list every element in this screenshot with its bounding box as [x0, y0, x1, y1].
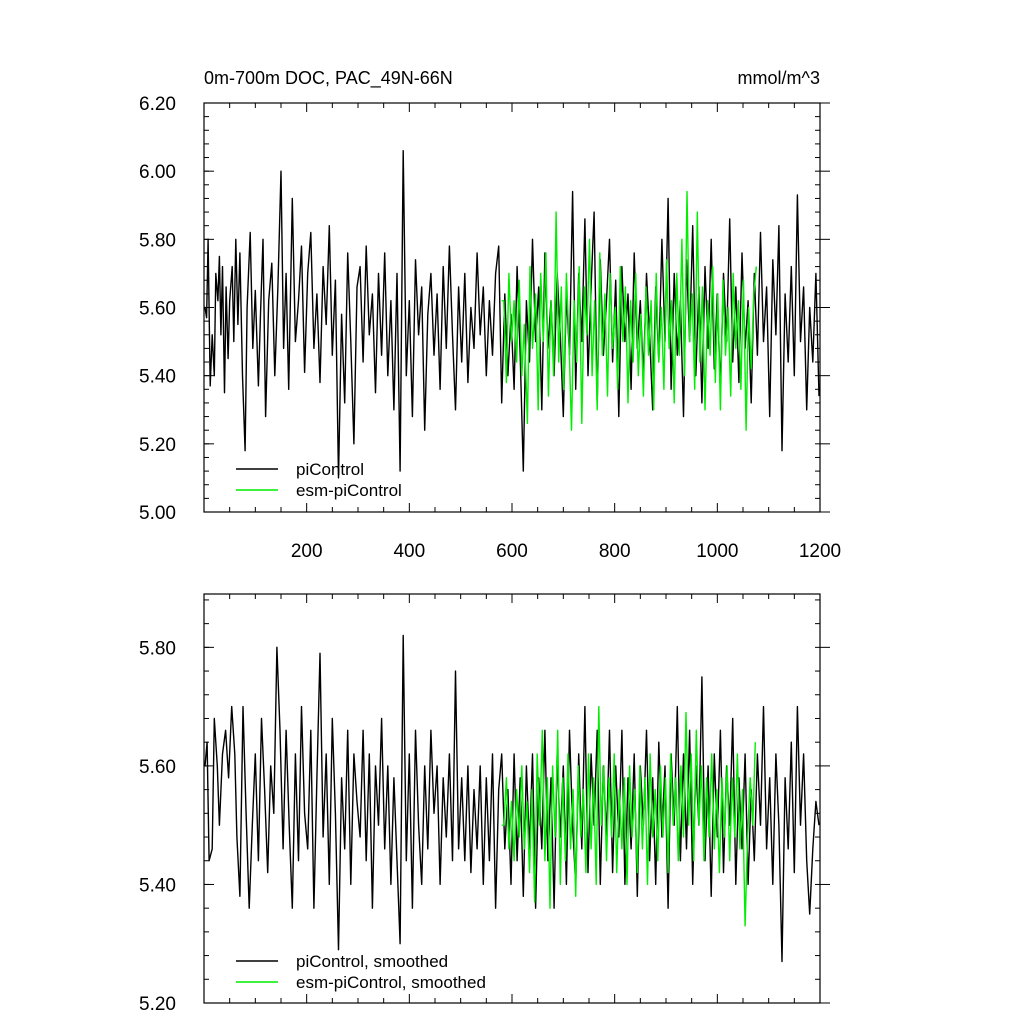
y-tick-label: 5.40 [139, 367, 176, 388]
x-tick-label: 1200 [799, 541, 841, 562]
x-tick-label: 400 [393, 541, 425, 562]
top-legend: piControl esm-piControl [236, 460, 402, 500]
y-tick-label: 5.20 [139, 435, 176, 456]
y-tick-label: 5.60 [139, 299, 176, 320]
series-line-picontrol [204, 150, 820, 479]
top-chart-units: mmol/m^3 [738, 68, 820, 88]
series-line-esm-picontrol [501, 190, 757, 431]
legend-label-esm-picontrol-smoothed: esm-piControl, smoothed [296, 973, 486, 992]
bottom-legend: piControl, smoothed esm-piControl, smoot… [236, 952, 486, 992]
y-tick-label: 5.00 [139, 503, 176, 524]
x-tick-label: 800 [599, 541, 631, 562]
x-tick-label: 600 [496, 541, 528, 562]
legend-label-esm-picontrol: esm-piControl [296, 481, 402, 500]
x-tick-label: 1000 [696, 541, 738, 562]
bottom-plot-area: 5.20 5.40 5.60 5.80 [139, 593, 830, 1015]
top-chart-title: 0m-700m DOC, PAC_49N-66N [204, 68, 453, 89]
legend-label-picontrol: piControl [296, 460, 364, 479]
series-line-esm-picontrol-smoothed [501, 705, 756, 927]
y-tick-label: 5.80 [139, 638, 176, 659]
x-tick-label: 200 [291, 541, 323, 562]
y-tick-label: 5.80 [139, 230, 176, 251]
top-plot-area: 200 400 600 800 1000 1200 5.00 5.20 5.40 5.60 5.80… [139, 94, 841, 562]
y-tick-label: 6.20 [139, 94, 176, 115]
legend-label-picontrol-smoothed: piControl, smoothed [296, 952, 448, 971]
y-tick-label: 5.40 [139, 875, 176, 896]
bottom-chart: 5.20 5.40 5.60 5.80 piControl, smoothed esm… [139, 593, 830, 1015]
y-tick-label: 5.60 [139, 757, 176, 778]
series-line-picontrol-smoothed [204, 634, 820, 963]
top-chart: 0m-700m DOC, PAC_49N-66N mmol/m^3 200 400… [139, 68, 841, 562]
y-tick-label: 5.20 [139, 994, 176, 1015]
y-tick-label: 6.00 [139, 162, 176, 183]
